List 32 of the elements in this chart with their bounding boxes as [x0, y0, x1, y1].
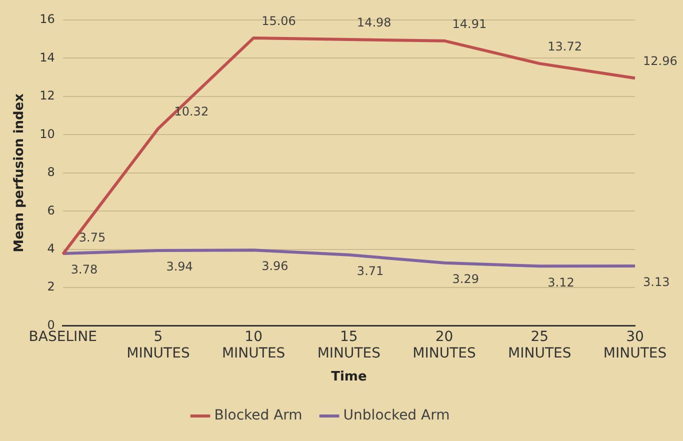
x-tick-label: 25 MINUTES: [508, 328, 572, 362]
y-tick-label: 16: [40, 12, 55, 26]
y-tick-label: 2: [47, 280, 55, 294]
data-label: 12.96: [643, 54, 678, 68]
x-tick-label: 15 MINUTES: [317, 328, 381, 362]
x-tick-label: 20 MINUTES: [412, 328, 476, 362]
data-label: 3.78: [70, 262, 98, 277]
data-label: 3.12: [548, 275, 574, 290]
data-label: 3.96: [262, 259, 288, 274]
data-label: 3.13: [643, 275, 670, 290]
data-label: 3.75: [78, 230, 106, 244]
x-axis-title: Time: [331, 370, 367, 385]
legend-label: Unblocked Arm: [343, 408, 450, 424]
data-label: 3.94: [166, 260, 193, 274]
data-label: 13.72: [548, 40, 582, 54]
y-tick-label: 10: [40, 126, 55, 141]
y-tick-label: 12: [40, 88, 55, 103]
x-tick-label: 30 MINUTES: [603, 328, 667, 362]
data-label: 10.32: [174, 104, 209, 119]
x-tick-label: 5 MINUTES: [126, 328, 190, 362]
data-label: 15.06: [262, 14, 296, 28]
data-label: 14.91: [452, 16, 487, 31]
y-tick-label: 8: [47, 165, 55, 180]
x-tick-label: 10 MINUTES: [222, 328, 286, 362]
y-tick-label: 14: [40, 50, 55, 64]
legend-label: Blocked Arm: [214, 408, 302, 424]
y-axis-title: Mean perfusion index: [12, 92, 28, 252]
y-tick-label: 4: [47, 241, 55, 256]
data-label: 14.98: [356, 16, 392, 30]
y-tick-label: 6: [47, 203, 55, 218]
data-label: 3.29: [452, 272, 480, 286]
data-label: 3.71: [356, 264, 384, 278]
